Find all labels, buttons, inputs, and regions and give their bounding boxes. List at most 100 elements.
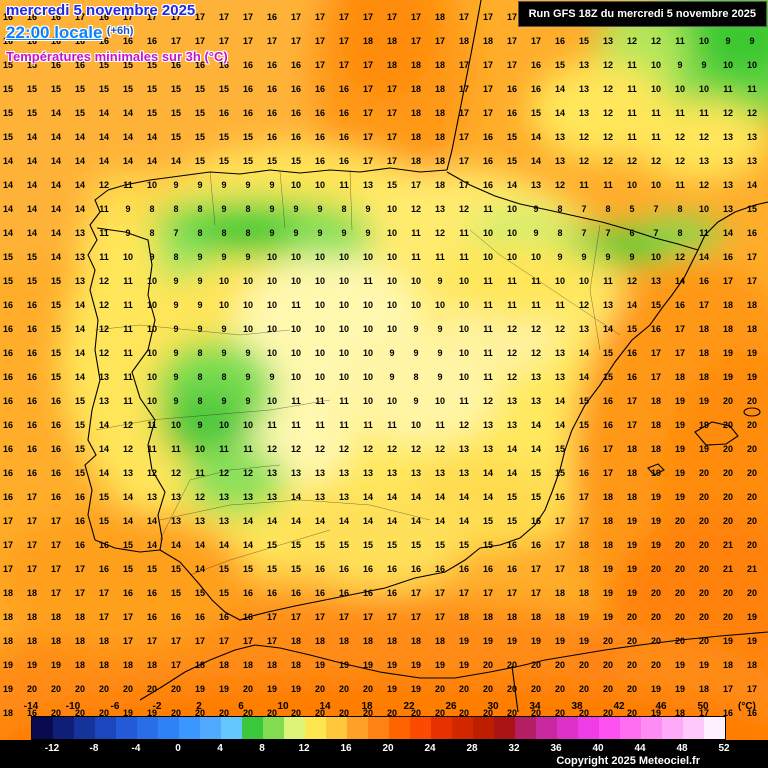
temp-value: 19 <box>578 612 589 622</box>
temp-value: 20 <box>506 684 517 694</box>
temp-value: 16 <box>98 36 109 46</box>
scale-label-top: 50 <box>697 701 709 712</box>
temp-value: 17 <box>482 108 493 118</box>
date-title: mercredi 5 novembre 2025 <box>6 2 196 19</box>
temp-value: 11 <box>507 276 517 286</box>
temp-value: 18 <box>650 420 661 430</box>
temp-value: 19 <box>50 660 61 670</box>
temp-value: 16 <box>266 132 277 142</box>
temp-value: 18 <box>746 660 757 670</box>
temp-value: 12 <box>530 324 541 334</box>
temp-value: 20 <box>650 588 661 598</box>
temp-value: 10 <box>410 300 421 310</box>
temp-value: 14 <box>554 84 565 94</box>
scale-color-cell <box>284 717 305 739</box>
temp-value: 10 <box>506 204 517 214</box>
temp-value: 19 <box>506 636 517 646</box>
temp-value: 17 <box>626 420 637 430</box>
temp-value: 11 <box>459 252 469 262</box>
temp-value: 16 <box>242 612 253 622</box>
temp-value: 20 <box>746 516 757 526</box>
scale-color-cell <box>53 717 74 739</box>
temp-value: 14 <box>530 132 541 142</box>
scale-label-top: 38 <box>571 701 583 712</box>
temp-value: 14 <box>386 492 397 502</box>
temp-value: 9 <box>221 324 227 334</box>
temp-value: 9 <box>173 372 179 382</box>
temp-value: 16 <box>386 564 397 574</box>
temp-value: 9 <box>293 228 299 238</box>
temp-value: 17 <box>290 12 301 22</box>
temp-value: 15 <box>2 276 13 286</box>
temp-value: 10 <box>146 180 157 190</box>
temp-value: 13 <box>554 132 565 142</box>
temp-value: 13 <box>530 180 541 190</box>
temp-value: 16 <box>2 300 13 310</box>
temp-value: 12 <box>458 204 469 214</box>
temp-value: 20 <box>602 684 613 694</box>
temp-value: 16 <box>2 348 13 358</box>
temp-value: 17 <box>194 36 205 46</box>
temp-value: 15 <box>506 492 517 502</box>
temp-value: 10 <box>314 252 325 262</box>
temp-value: 16 <box>242 588 253 598</box>
temp-value: 17 <box>506 12 517 22</box>
scale-label-bottom: 28 <box>466 743 478 754</box>
temp-value: 18 <box>434 636 445 646</box>
temp-value: 11 <box>627 84 637 94</box>
temp-value: 10 <box>674 84 685 94</box>
temp-value: 13 <box>530 396 541 406</box>
temp-value: 15 <box>98 84 109 94</box>
temp-value: 10 <box>386 252 397 262</box>
temp-value: 19 <box>218 684 229 694</box>
temp-value: 16 <box>50 444 61 454</box>
temp-value: 9 <box>749 36 755 46</box>
temp-value: 12 <box>554 324 565 334</box>
temp-value: 15 <box>314 540 325 550</box>
temp-value: 20 <box>554 660 565 670</box>
scale-color-cell <box>200 717 221 739</box>
menorca-island <box>743 407 761 417</box>
temp-value: 15 <box>50 372 61 382</box>
temp-value: 10 <box>266 300 277 310</box>
scale-color-cell <box>179 717 200 739</box>
temp-value: 11 <box>531 276 541 286</box>
temp-value: 9 <box>533 204 539 214</box>
temp-value: 15 <box>530 108 541 118</box>
temp-value: 16 <box>26 348 37 358</box>
temp-value: 20 <box>650 564 661 574</box>
ibiza-island <box>647 463 665 476</box>
temp-value: 15 <box>362 540 373 550</box>
temp-value: 17 <box>746 252 757 262</box>
temp-value: 17 <box>98 612 109 622</box>
temp-value: 17 <box>410 588 421 598</box>
temp-value: 15 <box>578 396 589 406</box>
temp-value: 17 <box>50 540 61 550</box>
temp-value: 8 <box>557 204 563 214</box>
temp-value: 20 <box>410 708 421 718</box>
temp-value: 18 <box>434 60 445 70</box>
temp-value: 16 <box>242 60 253 70</box>
temp-value: 15 <box>386 180 397 190</box>
temp-value: 13 <box>314 468 325 478</box>
temp-value: 14 <box>26 228 37 238</box>
temp-value: 15 <box>74 396 85 406</box>
scale-label-top: 46 <box>655 701 667 712</box>
temp-value: 14 <box>674 276 685 286</box>
temp-value: 17 <box>362 612 373 622</box>
temp-value: 14 <box>74 156 85 166</box>
temp-value: 10 <box>170 420 181 430</box>
temp-value: 14 <box>242 516 253 526</box>
temp-value: 14 <box>74 324 85 334</box>
temp-value: 16 <box>98 564 109 574</box>
temp-value: 13 <box>74 252 85 262</box>
temp-value: 18 <box>698 324 709 334</box>
temp-value: 14 <box>74 132 85 142</box>
temp-value: 17 <box>242 636 253 646</box>
temp-value: 14 <box>74 372 85 382</box>
temp-value: 17 <box>194 12 205 22</box>
temp-value: 14 <box>554 108 565 118</box>
temp-value: 17 <box>338 12 349 22</box>
temp-value: 10 <box>218 300 229 310</box>
